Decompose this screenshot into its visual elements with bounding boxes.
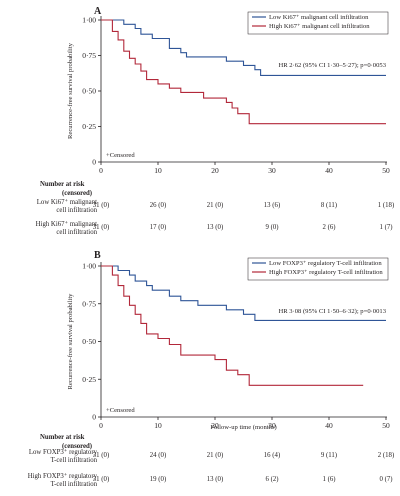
y-tick-label: 0·75 xyxy=(82,299,96,308)
censored-note: +Censored xyxy=(106,152,135,159)
y-tick-label: 0·75 xyxy=(82,51,96,60)
panel-b: B 0 0·25 0·50 0·75 1·00 0 10 20 30 40 50 Recurrence-… xyxy=(28,250,395,488)
risk-value: 1 (18) xyxy=(378,202,394,209)
x-tick-label: 10 xyxy=(154,421,162,430)
hr-annotation: HR 3·08 (95% CI 1·50–6·32); p=0·0013 xyxy=(278,308,386,315)
x-tick-label: 0 xyxy=(99,421,103,430)
risk-row-label-line: High FOXP3⁺ regulatory xyxy=(28,473,98,480)
risk-value: 21 (0) xyxy=(207,202,223,209)
risk-value: 0 (7) xyxy=(379,476,392,483)
risk-value: 6 (2) xyxy=(265,476,278,483)
y-axis-label: Recurrence-free survival probability xyxy=(67,42,74,139)
risk-row-label-line: High Ki67⁺ malignant xyxy=(36,221,97,228)
y-tick-label: 0·50 xyxy=(82,87,96,96)
risk-row-label-line: T-cell infiltration xyxy=(51,481,98,488)
risk-value: 2 (6) xyxy=(322,224,335,231)
panel-a: A 0 0·25 0·50 0·75 1·00 0 10 20 30 40 50 Recurrence-… xyxy=(36,6,395,236)
risk-value: 13 (0) xyxy=(207,476,223,483)
risk-value: 21 (0) xyxy=(207,452,223,459)
risk-value: 9 (0) xyxy=(265,224,278,231)
risk-value: 16 (4) xyxy=(264,452,280,459)
x-tick-label: 30 xyxy=(268,166,276,175)
x-tick-label: 20 xyxy=(211,166,219,175)
risk-value: 31 (0) xyxy=(93,476,109,483)
series-line-low xyxy=(101,265,386,321)
risk-value: 26 (0) xyxy=(150,202,166,209)
x-axis-label: Follow-up time (months) xyxy=(210,424,276,431)
risk-row-label: Low FOXP3⁺ regulatory T-cell infiltration xyxy=(29,449,98,464)
y-tick-label: 0·25 xyxy=(82,375,96,384)
risk-value: 13 (0) xyxy=(207,224,223,231)
risk-value: 1 (6) xyxy=(322,476,335,483)
series-line-high xyxy=(101,19,386,125)
risk-value: 13 (6) xyxy=(264,202,280,209)
legend-label: Low Ki67⁺ malignant cell infiltration xyxy=(269,14,369,21)
x-tick-label: 40 xyxy=(325,421,333,430)
risk-table-title: Number at risk (censored) xyxy=(40,181,92,197)
risk-row-label-line: cell infiltration xyxy=(56,229,97,236)
y-tick-label: 0·50 xyxy=(82,337,96,346)
risk-value: 24 (0) xyxy=(150,452,166,459)
risk-value: 9 (11) xyxy=(321,452,337,459)
risk-row-label: High Ki67⁺ malignant cell infiltration xyxy=(36,221,98,236)
risk-row-label-line: T-cell infiltration xyxy=(51,457,98,464)
x-tick-label: 40 xyxy=(325,166,333,175)
series-line-high xyxy=(101,265,364,386)
risk-row-label-line: Low Ki67⁺ malignant xyxy=(37,199,97,206)
legend-label: Low FOXP3⁺ regulatory T-cell infiltratio… xyxy=(269,260,382,267)
risk-table-title-line: (censored) xyxy=(62,190,92,197)
y-axis-label: Recurrence-free survival probability xyxy=(67,293,74,390)
y-tick-label: 0 xyxy=(92,158,96,167)
risk-value: 19 (0) xyxy=(150,476,166,483)
series-line-low xyxy=(101,19,386,76)
risk-value: 31 (0) xyxy=(93,202,109,209)
risk-row-label-line: cell infiltration xyxy=(56,207,97,214)
hr-annotation: HR 2·62 (95% CI 1·30–5·27); p=0·0053 xyxy=(278,62,386,69)
x-tick-label: 10 xyxy=(154,166,162,175)
risk-table-title-line: (censored) xyxy=(62,443,92,450)
risk-table-title-line: Number at risk xyxy=(40,434,85,441)
risk-value: 1 (7) xyxy=(379,224,392,231)
y-tick-label: 1·00 xyxy=(82,16,96,25)
risk-table-title: Number at risk (censored) xyxy=(40,434,92,450)
panel-letter: A xyxy=(94,6,102,17)
y-tick-label: 0 xyxy=(92,413,96,422)
x-tick-label: 50 xyxy=(382,166,390,175)
censored-note: +Censored xyxy=(106,407,135,414)
risk-value: 17 (0) xyxy=(150,224,166,231)
legend-label: High FOXP3⁺ regulatory T-cell infiltrati… xyxy=(269,269,383,276)
risk-value: 2 (18) xyxy=(378,452,394,459)
x-tick-label: 20 xyxy=(211,421,219,430)
risk-row-label: Low Ki67⁺ malignant cell infiltration xyxy=(37,199,98,214)
y-tick-label: 1·00 xyxy=(82,262,96,271)
panel-letter: B xyxy=(94,250,101,261)
legend xyxy=(247,11,389,35)
risk-row-label: High FOXP3⁺ regulatory T-cell infiltratio… xyxy=(28,473,98,488)
x-tick-label: 0 xyxy=(99,166,103,175)
y-tick-label: 0·25 xyxy=(82,122,96,131)
x-tick-label: 50 xyxy=(382,421,390,430)
risk-value: 8 (11) xyxy=(321,202,337,209)
x-tick-label: 30 xyxy=(268,421,276,430)
risk-row-label-line: Low FOXP3⁺ regulatory xyxy=(29,449,98,456)
risk-value: 31 (0) xyxy=(93,452,109,459)
legend xyxy=(247,257,389,281)
risk-table-title-line: Number at risk xyxy=(40,181,85,188)
risk-value: 31 (0) xyxy=(93,224,109,231)
legend-label: High Ki67⁺ malignant cell infiltration xyxy=(269,23,370,30)
